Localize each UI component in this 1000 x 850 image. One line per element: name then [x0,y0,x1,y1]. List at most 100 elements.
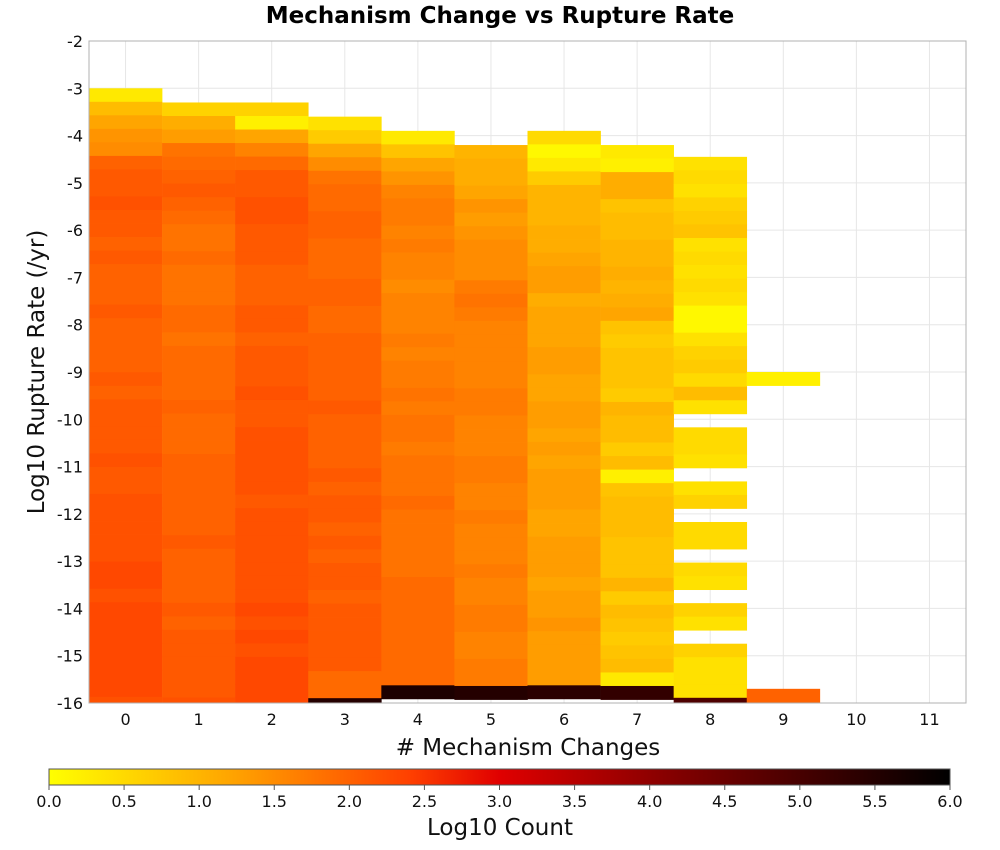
heatmap-cell [527,374,601,389]
heatmap-cell [235,237,309,252]
heatmap-cell [162,413,236,428]
heatmap-cell [235,697,309,704]
heatmap-cell [600,347,674,362]
heatmap-cell [89,534,163,549]
colorbar [48,768,951,786]
heatmap-cell [89,683,163,698]
heatmap-cell [527,157,601,172]
heatmap-cell [235,481,309,496]
heatmap-cell [527,455,601,470]
heatmap-cell [89,196,163,211]
heatmap-cell [527,252,601,267]
heatmap-cell [89,493,163,508]
heatmap-cell [308,346,382,361]
heatmap-cell [235,643,309,658]
heatmap-cell [600,307,674,322]
heatmap-cell [162,156,236,171]
heatmap-cell [89,115,163,130]
heatmap-cell [381,293,455,308]
heatmap-cell [89,466,163,481]
heatmap-cell [162,589,236,604]
heatmap-cell [527,617,601,632]
heatmap-cell [381,482,455,497]
heatmap-cell [527,563,601,578]
heatmap-cell [235,589,309,604]
heatmap-cell [89,264,163,279]
heatmap-cell [381,441,455,456]
heatmap-cell [89,331,163,346]
heatmap-cell [600,334,674,349]
heatmap-cell [89,656,163,671]
heatmap-cell [89,615,163,630]
colorbar-tick-label: 2.5 [412,792,437,811]
heatmap-cell [454,293,528,308]
heatmap-cell [235,399,309,414]
heatmap-cell [527,536,601,551]
heatmap-cell [381,631,455,646]
heatmap-cell [527,320,601,335]
heatmap-cell [308,387,382,402]
heatmap-cell [381,198,455,213]
heatmap-cell [673,197,748,212]
heatmap-cell [162,508,236,523]
heatmap-cell [600,483,674,498]
heatmap-cell [162,237,236,252]
heatmap-cell [162,115,236,130]
heatmap-cell [235,454,309,469]
heatmap-cell [600,185,674,200]
heatmap-cell [235,318,309,333]
heatmap-cell [600,591,674,606]
colorbar-tick-label: 1.0 [186,792,211,811]
heatmap-cell [162,386,236,401]
heatmap-cell [308,251,382,266]
heatmap-cell [89,548,163,563]
heatmap-cell [673,278,748,293]
colorbar-tick-label: 4.5 [712,792,737,811]
heatmap-cell [600,320,674,335]
heatmap-cell [162,521,236,536]
heatmap-cell [381,523,455,537]
heatmap-cell [162,102,236,117]
heatmap-cell [89,358,163,373]
heatmap-cell [381,279,455,294]
heatmap-cell [454,280,528,295]
heatmap-cell [235,115,309,130]
heatmap-cell [381,468,455,483]
heatmap-cell [454,645,528,660]
heatmap-cell [746,688,821,703]
heatmap-cell [527,482,601,497]
heatmap-cell [235,683,309,698]
heatmap-cell [454,320,528,335]
heatmap-cell [381,211,455,226]
heatmap-cell [162,332,236,347]
heatmap-cell [527,387,601,402]
heatmap-cell [235,629,309,644]
heatmap-cell [381,171,455,186]
heatmap-cell [600,145,674,159]
heatmap-cell [454,591,528,606]
heatmap-cell [235,494,309,509]
heatmap-cell [527,590,601,605]
heatmap-cell [308,305,382,320]
heatmap-cell [673,251,748,266]
heatmap-cell [308,657,382,672]
heatmap-cell [162,697,236,704]
heatmap-cell [381,306,455,321]
heatmap-cell [308,427,382,442]
heatmap-cell [454,618,528,633]
heatmap-cell [308,481,382,496]
x-tick-label: 10 [846,710,866,729]
colorbar-ticks: 0.0 0.5 1.0 1.5 2.0 2.5 3.0 3.5 4.0 4.5 5.0 5.5 6.0 [36,785,963,811]
heatmap-cell [673,535,748,550]
heatmap-cell [162,318,236,333]
heatmap-cell [454,429,528,443]
y-tick-label: -12 [57,505,83,524]
y-axis-label: Log10 Rupture Rate (/yr) [24,230,50,515]
heatmap-cell [89,88,163,103]
heatmap-cell [89,642,163,657]
heatmap-cell [162,548,236,563]
heatmap-cell [89,426,163,441]
heatmap-cell [527,631,601,646]
heatmap-cell [600,280,674,295]
